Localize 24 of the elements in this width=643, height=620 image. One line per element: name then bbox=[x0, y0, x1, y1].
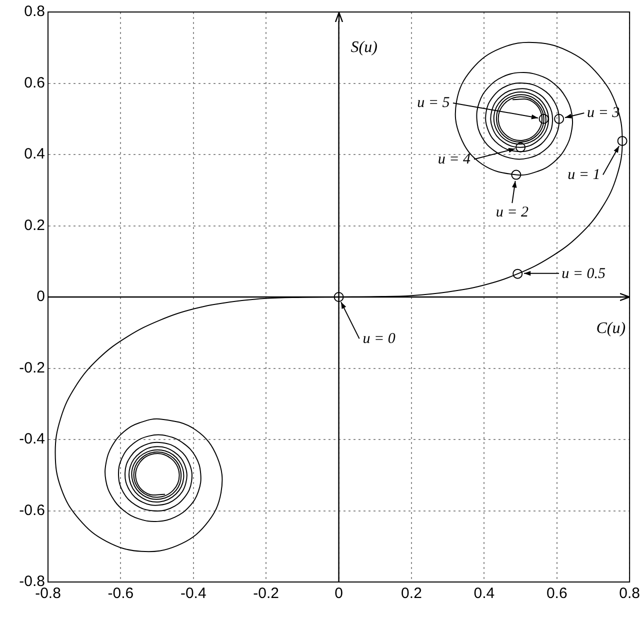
annotation: u = 4 bbox=[438, 151, 472, 168]
y-tick-label: -0.2 bbox=[19, 359, 45, 376]
x-axis-title: C(u) bbox=[596, 320, 626, 338]
x-tick-label: 0.6 bbox=[546, 585, 568, 602]
annotation: u = 0.5 bbox=[562, 266, 606, 282]
x-tick-label: 0 bbox=[334, 585, 343, 602]
annotation: u = 1 bbox=[568, 166, 600, 183]
annotation: u = 0 bbox=[362, 330, 396, 347]
y-tick-label: 0 bbox=[36, 288, 45, 306]
y-tick-label: 0.2 bbox=[24, 216, 45, 234]
x-tick-label: 0.2 bbox=[401, 585, 422, 602]
annotation: u = 2 bbox=[496, 204, 529, 221]
x-tick-label: -0.2 bbox=[253, 585, 280, 602]
annotation: u = 5 bbox=[417, 94, 450, 111]
x-tick-label: -0.4 bbox=[180, 585, 206, 602]
y-axis-title: S(u) bbox=[350, 39, 378, 56]
y-tick-label: 0.6 bbox=[24, 74, 45, 92]
x-tick-label: 0.4 bbox=[474, 585, 495, 602]
y-tick-label: -0.6 bbox=[19, 502, 45, 519]
x-tick-label: -0.6 bbox=[108, 585, 134, 602]
y-tick-label: 0.8 bbox=[24, 3, 45, 20]
x-tick-label: 0.8 bbox=[619, 585, 640, 602]
y-tick-label: 0.4 bbox=[24, 146, 45, 163]
y-tick-label: -0.4 bbox=[19, 430, 45, 448]
